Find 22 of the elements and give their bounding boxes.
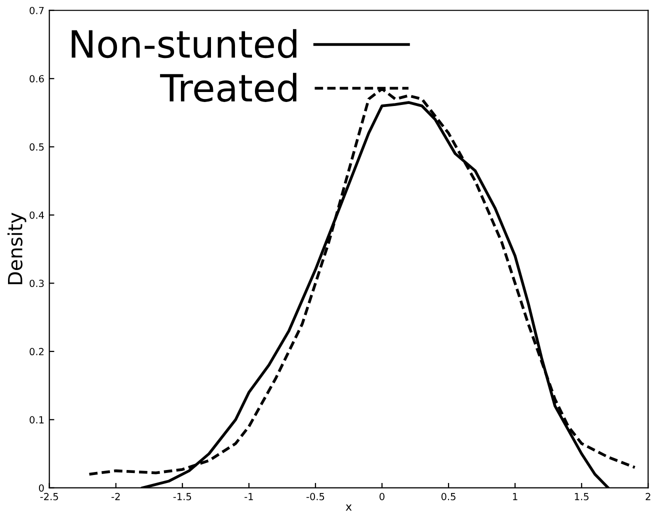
x-tick-label: 0.5 <box>441 492 456 500</box>
x-tick-label: -0.5 <box>306 492 324 500</box>
x-tick-label: 1 <box>513 493 518 500</box>
x-tick-label: 1.5 <box>574 493 588 500</box>
x-tick-label: -1.5 <box>173 493 192 500</box>
y-tick-label: 0.3 <box>30 280 44 288</box>
y-axis-title: Density <box>7 212 26 284</box>
y-tick-label: 0.4 <box>30 211 44 219</box>
y-tick-label: 0.2 <box>30 348 44 356</box>
legend-label: Treated <box>160 72 296 102</box>
x-tick-label: -2 <box>112 492 120 500</box>
x-tick-label: -2.5 <box>40 492 58 500</box>
y-tick-label: 0.6 <box>30 75 44 82</box>
x-axis-title: x <box>346 504 352 511</box>
y-tick-label: 0 <box>38 484 44 492</box>
x-tick-label: 0 <box>380 492 384 500</box>
x-tick-label: -1 <box>244 493 253 500</box>
y-tick-label: 0.7 <box>30 6 44 14</box>
y-tick-label: 0.1 <box>30 416 44 424</box>
x-tick-label: 2 <box>646 492 650 500</box>
legend-label: Non-stunted <box>72 29 296 58</box>
y-tick-label: 0.5 <box>30 143 44 151</box>
